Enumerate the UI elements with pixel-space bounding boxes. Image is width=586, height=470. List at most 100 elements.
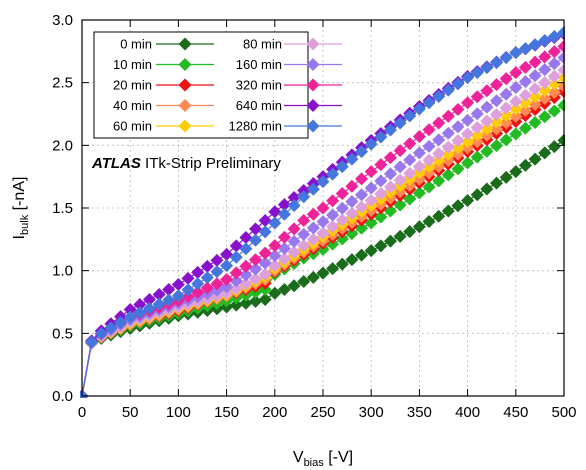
data-point — [345, 253, 359, 267]
series-1280-min — [80, 26, 565, 398]
x-tick-label: 250 — [310, 404, 335, 421]
data-point — [547, 69, 561, 83]
data-point — [509, 110, 523, 124]
data-point — [441, 147, 455, 161]
data-point — [412, 146, 426, 160]
data-point — [432, 116, 446, 130]
data-point — [412, 130, 426, 144]
data-point — [461, 96, 475, 110]
data-point — [412, 102, 426, 116]
data-point — [518, 75, 532, 89]
data-point — [355, 172, 369, 186]
data-point — [306, 232, 320, 246]
data-point — [345, 194, 359, 208]
data-point — [326, 262, 340, 276]
data-point — [499, 109, 513, 123]
data-point — [277, 252, 291, 266]
data-point — [181, 271, 195, 285]
data-point — [403, 192, 417, 206]
y-tick-label: 2.5 — [52, 75, 73, 92]
data-point — [490, 78, 504, 92]
data-point — [403, 225, 417, 239]
data-point — [258, 225, 272, 239]
legend-item: 80 min — [243, 37, 342, 52]
data-point — [422, 123, 436, 137]
x-axis-title: Vbias [-V] — [293, 449, 353, 469]
data-point — [547, 140, 561, 154]
legend-item: 640 min — [236, 98, 342, 113]
data-point — [258, 214, 272, 228]
data-point — [326, 237, 340, 251]
data-point — [297, 227, 311, 241]
data-point — [297, 190, 311, 204]
data-point — [451, 199, 465, 213]
data-point — [239, 242, 253, 256]
data-point — [547, 30, 561, 44]
atlas-annotation-rest: ITk-Strip Preliminary — [141, 155, 282, 172]
data-point — [355, 221, 369, 235]
data-point — [528, 69, 542, 83]
data-point — [383, 204, 397, 218]
y-tick-label: 3.0 — [52, 12, 73, 29]
data-point — [133, 298, 147, 312]
data-point — [326, 208, 340, 222]
data-point — [480, 61, 494, 75]
data-point — [557, 26, 565, 40]
data-point — [229, 282, 243, 296]
data-point — [123, 310, 137, 324]
data-point — [229, 298, 243, 312]
data-point — [316, 215, 330, 229]
data-point — [268, 286, 282, 300]
data-point — [499, 116, 513, 130]
data-point — [94, 326, 108, 340]
data-point — [268, 239, 282, 253]
data-point — [287, 234, 301, 248]
data-point — [335, 201, 349, 215]
data-point — [306, 270, 320, 284]
legend-item: 20 min — [113, 78, 214, 93]
data-point — [538, 63, 552, 77]
x-tick-label: 200 — [262, 404, 287, 421]
data-point — [432, 147, 446, 161]
data-point — [249, 272, 263, 286]
data-point — [364, 165, 378, 179]
legend-item: 0 min — [120, 37, 214, 52]
data-point — [200, 259, 214, 273]
data-point — [277, 282, 291, 296]
data-point — [509, 127, 523, 141]
data-point — [191, 277, 205, 291]
data-point — [85, 335, 99, 349]
data-point — [490, 94, 504, 108]
data-point — [432, 153, 446, 167]
data-point — [461, 193, 475, 207]
data-point — [297, 214, 311, 228]
data-point — [258, 292, 272, 306]
x-tick-label: 150 — [214, 404, 239, 421]
data-point — [268, 249, 282, 263]
legend: 0 min 10 min 20 min 40 min 60 min 80 min 160 m… — [93, 31, 342, 139]
data-point — [104, 321, 118, 335]
data-point — [557, 51, 565, 65]
data-point — [499, 101, 513, 115]
data-point — [268, 216, 282, 230]
data-point — [181, 289, 195, 303]
data-point — [191, 285, 205, 299]
data-point — [441, 140, 455, 154]
data-point — [335, 186, 349, 200]
y-tick-label: 0.0 — [52, 388, 73, 405]
data-point — [383, 180, 397, 194]
data-point — [451, 77, 465, 91]
data-point — [451, 134, 465, 148]
data-point — [509, 94, 523, 108]
data-point — [210, 253, 224, 267]
data-point — [220, 259, 234, 273]
legend-label: 40 min — [113, 98, 152, 113]
data-point — [277, 207, 291, 221]
data-point — [258, 256, 272, 270]
data-point — [258, 246, 272, 260]
data-point — [480, 182, 494, 196]
data-point — [547, 104, 561, 118]
data-point — [451, 120, 465, 134]
data-point — [432, 209, 446, 223]
